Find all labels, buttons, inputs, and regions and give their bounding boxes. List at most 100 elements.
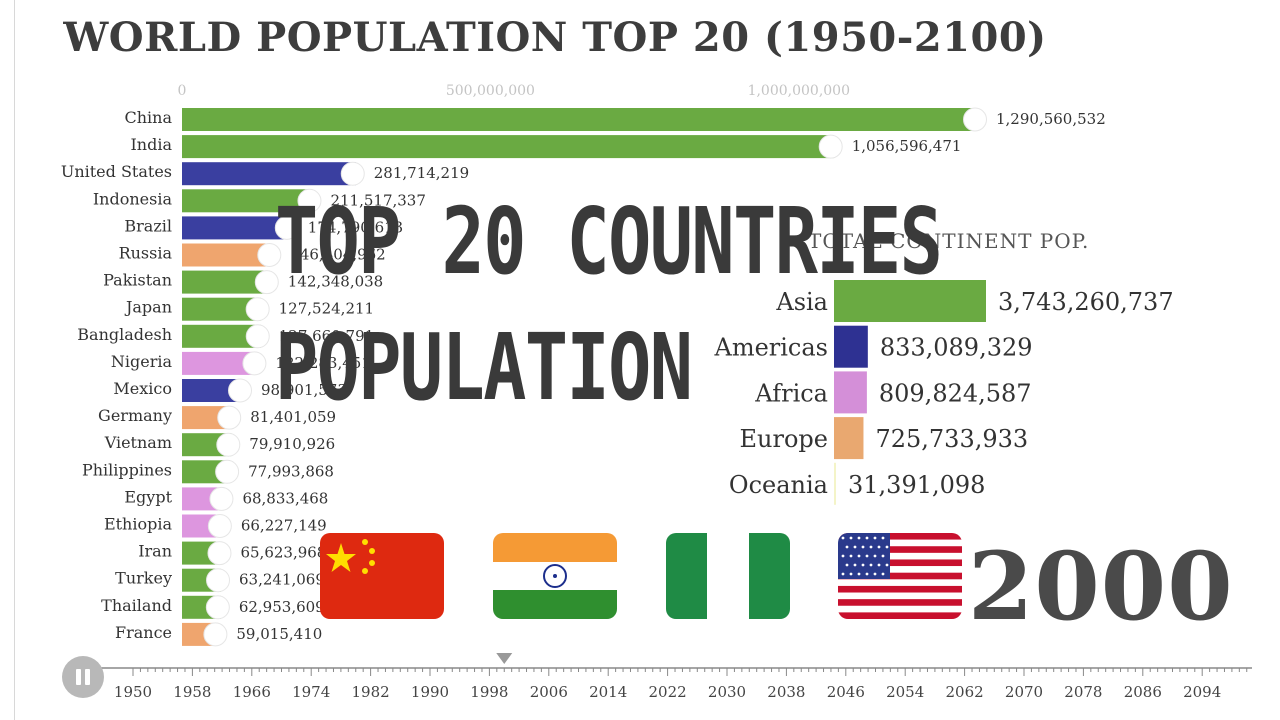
value-label-iran: 65,623,968 [240, 544, 326, 562]
pause-button[interactable] [62, 656, 104, 698]
continent-bar-africa [834, 371, 867, 414]
left-border [14, 0, 15, 720]
bar-mexico [182, 379, 244, 402]
country-label-thailand: Thailand [101, 596, 172, 615]
value-label-brazil: 174,790,613 [308, 218, 403, 236]
value-label-japan: 127,524,211 [279, 300, 374, 318]
country-label-brazil: Brazil [124, 216, 172, 235]
country-label-bangladesh: Bangladesh [77, 325, 172, 344]
value-label-united-states: 281,714,219 [374, 164, 469, 182]
bar-united-states [182, 162, 356, 186]
continent-value-americas: 833,089,329 [880, 334, 1033, 362]
value-label-mexico: 98,901,573 [261, 381, 347, 399]
continent-bar-americas [834, 325, 868, 368]
timeline-label: 2078 [1064, 683, 1102, 701]
continent-bar-oceania [834, 462, 836, 505]
continent-label-asia: Asia [775, 288, 828, 316]
bar-japan [182, 297, 261, 321]
flag-icon [209, 486, 234, 511]
value-label-vietnam: 79,910,926 [249, 435, 335, 453]
china-flag [320, 533, 444, 619]
continent-value-europe: 725,733,933 [875, 425, 1028, 453]
flag-icon [206, 568, 231, 593]
value-label-egypt: 68,833,468 [242, 489, 328, 507]
flag-icon [257, 243, 282, 267]
flag-icon [216, 432, 241, 457]
india-flag [493, 533, 617, 619]
timeline-label: 1958 [173, 683, 211, 701]
flag-icon [205, 595, 230, 620]
flag-icon [203, 622, 228, 647]
timeline-label: 2006 [530, 683, 568, 701]
timeline-label: 2022 [649, 683, 687, 701]
value-label-thailand: 62,953,609 [239, 598, 325, 616]
continent-label-oceania: Oceania [729, 471, 828, 499]
value-label-indonesia: 211,517,337 [330, 191, 425, 209]
flag-icon [254, 270, 279, 295]
x-tick-label: 0 [178, 83, 187, 99]
x-tick-label: 500,000,000 [446, 83, 535, 99]
continent-value-africa: 809,824,587 [879, 379, 1032, 407]
country-label-indonesia: Indonesia [93, 189, 173, 208]
country-label-germany: Germany [98, 406, 172, 425]
continent-value-oceania: 31,391,098 [848, 471, 985, 499]
value-label-pakistan: 142,348,038 [288, 273, 383, 291]
flag-icon [963, 107, 987, 132]
flag-icon [242, 351, 267, 376]
continent-label-africa: Africa [754, 379, 828, 407]
country-label-egypt: Egypt [124, 487, 172, 506]
chart-title: WORLD POPULATION TOP 20 (1950-2100) [63, 14, 1047, 61]
flag-icon [245, 324, 270, 349]
timeline-label: 2086 [1124, 683, 1162, 701]
country-label-mexico: Mexico [113, 379, 172, 398]
flag-icon [245, 297, 270, 322]
timeline-label: 2038 [767, 683, 805, 701]
country-label-vietnam: Vietnam [104, 433, 172, 452]
country-label-turkey: Turkey [115, 569, 172, 588]
current-year: 2000 [968, 532, 1234, 642]
country-label-france: France [115, 623, 172, 642]
value-label-bangladesh: 127,660,791 [279, 327, 374, 345]
value-label-turkey: 63,241,069 [239, 571, 325, 589]
country-label-philippines: Philippines [82, 460, 172, 479]
timeline-label: 2070 [1005, 683, 1043, 701]
bar-brazil [182, 216, 290, 240]
value-label-nigeria: 122,283,451 [275, 354, 370, 372]
country-label-russia: Russia [119, 244, 173, 263]
continent-label-europe: Europe [740, 425, 828, 453]
bar-nigeria [182, 351, 258, 375]
flag-icon [340, 161, 365, 186]
country-label-china: China [124, 108, 172, 127]
flag-icon [215, 459, 240, 484]
continent-bar-europe [834, 417, 864, 460]
continent-bar-asia [834, 280, 986, 322]
timeline-marker [496, 653, 513, 664]
flag-icon [274, 215, 299, 240]
value-label-france: 59,015,410 [236, 625, 322, 643]
overlay-title-line2: POPULATION [275, 314, 693, 421]
usa-flag [838, 533, 962, 619]
country-label-pakistan: Pakistan [103, 271, 172, 290]
timeline-label: 1966 [233, 683, 271, 701]
value-label-germany: 81,401,059 [250, 408, 336, 426]
continent-panel [700, 215, 1200, 503]
country-label-japan: Japan [124, 298, 172, 317]
continent-panel-title: TOTAL CONTINENT POP. [808, 229, 1089, 253]
flag-icon [297, 188, 322, 213]
timeline-label: 2030 [708, 683, 746, 701]
timeline-label: 2054 [886, 683, 924, 701]
country-label-india: India [130, 135, 172, 154]
timeline-label: 1974 [292, 683, 330, 701]
value-label-ethiopia: 66,227,149 [241, 517, 327, 535]
overlay-title-line1: TOP 20 COUNTRIES [275, 188, 943, 295]
country-label-iran: Iran [138, 542, 172, 561]
value-label-india: 1,056,596,471 [852, 137, 962, 155]
country-label-ethiopia: Ethiopia [104, 515, 173, 534]
bar-indonesia [182, 189, 313, 213]
bar-pakistan [182, 270, 270, 294]
bar-india [182, 135, 834, 159]
timeline-label: 2094 [1183, 683, 1221, 701]
bar-china [182, 108, 978, 131]
continent-label-americas: Americas [713, 334, 828, 362]
